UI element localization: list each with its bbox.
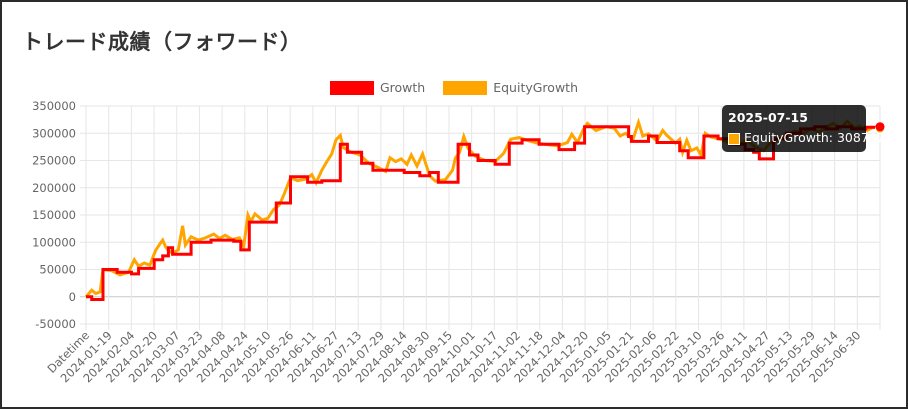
legend-label-growth: Growth <box>379 80 426 95</box>
legend-item-equitygrowth[interactable]: EquityGrowth <box>443 80 578 95</box>
tooltip-body: EquityGrowth: 308707 <box>728 130 885 145</box>
y-tick-label: 0 <box>69 290 76 304</box>
y-tick-label: 100000 <box>32 235 76 249</box>
chart-legend: Growth EquityGrowth <box>2 80 906 98</box>
legend-item-growth[interactable]: Growth <box>329 80 426 95</box>
chart-tooltip: 2025-07-15 EquityGrowth: 308707 <box>722 105 885 152</box>
tooltip-label: EquityGrowth: 308707 <box>744 130 885 145</box>
tooltip-swatch <box>728 132 740 145</box>
y-tick-label: 50000 <box>39 263 76 277</box>
legend-swatch-equitygrowth <box>443 80 488 95</box>
y-tick-label: 150000 <box>32 208 76 222</box>
y-tick-label: 300000 <box>32 126 76 140</box>
legend-label-equitygrowth: EquityGrowth <box>493 80 578 95</box>
y-tick-label: -50000 <box>35 317 76 331</box>
legend-swatch-growth <box>329 80 374 95</box>
page-title: トレード成績（フォワード） <box>22 30 302 54</box>
series-line-growth <box>86 125 882 301</box>
tooltip-title: 2025-07-15 <box>728 110 808 125</box>
y-tick-label: 350000 <box>32 99 76 113</box>
y-tick-label: 250000 <box>32 154 76 168</box>
growth-end-point <box>875 122 885 132</box>
y-tick-label: 200000 <box>32 181 76 195</box>
